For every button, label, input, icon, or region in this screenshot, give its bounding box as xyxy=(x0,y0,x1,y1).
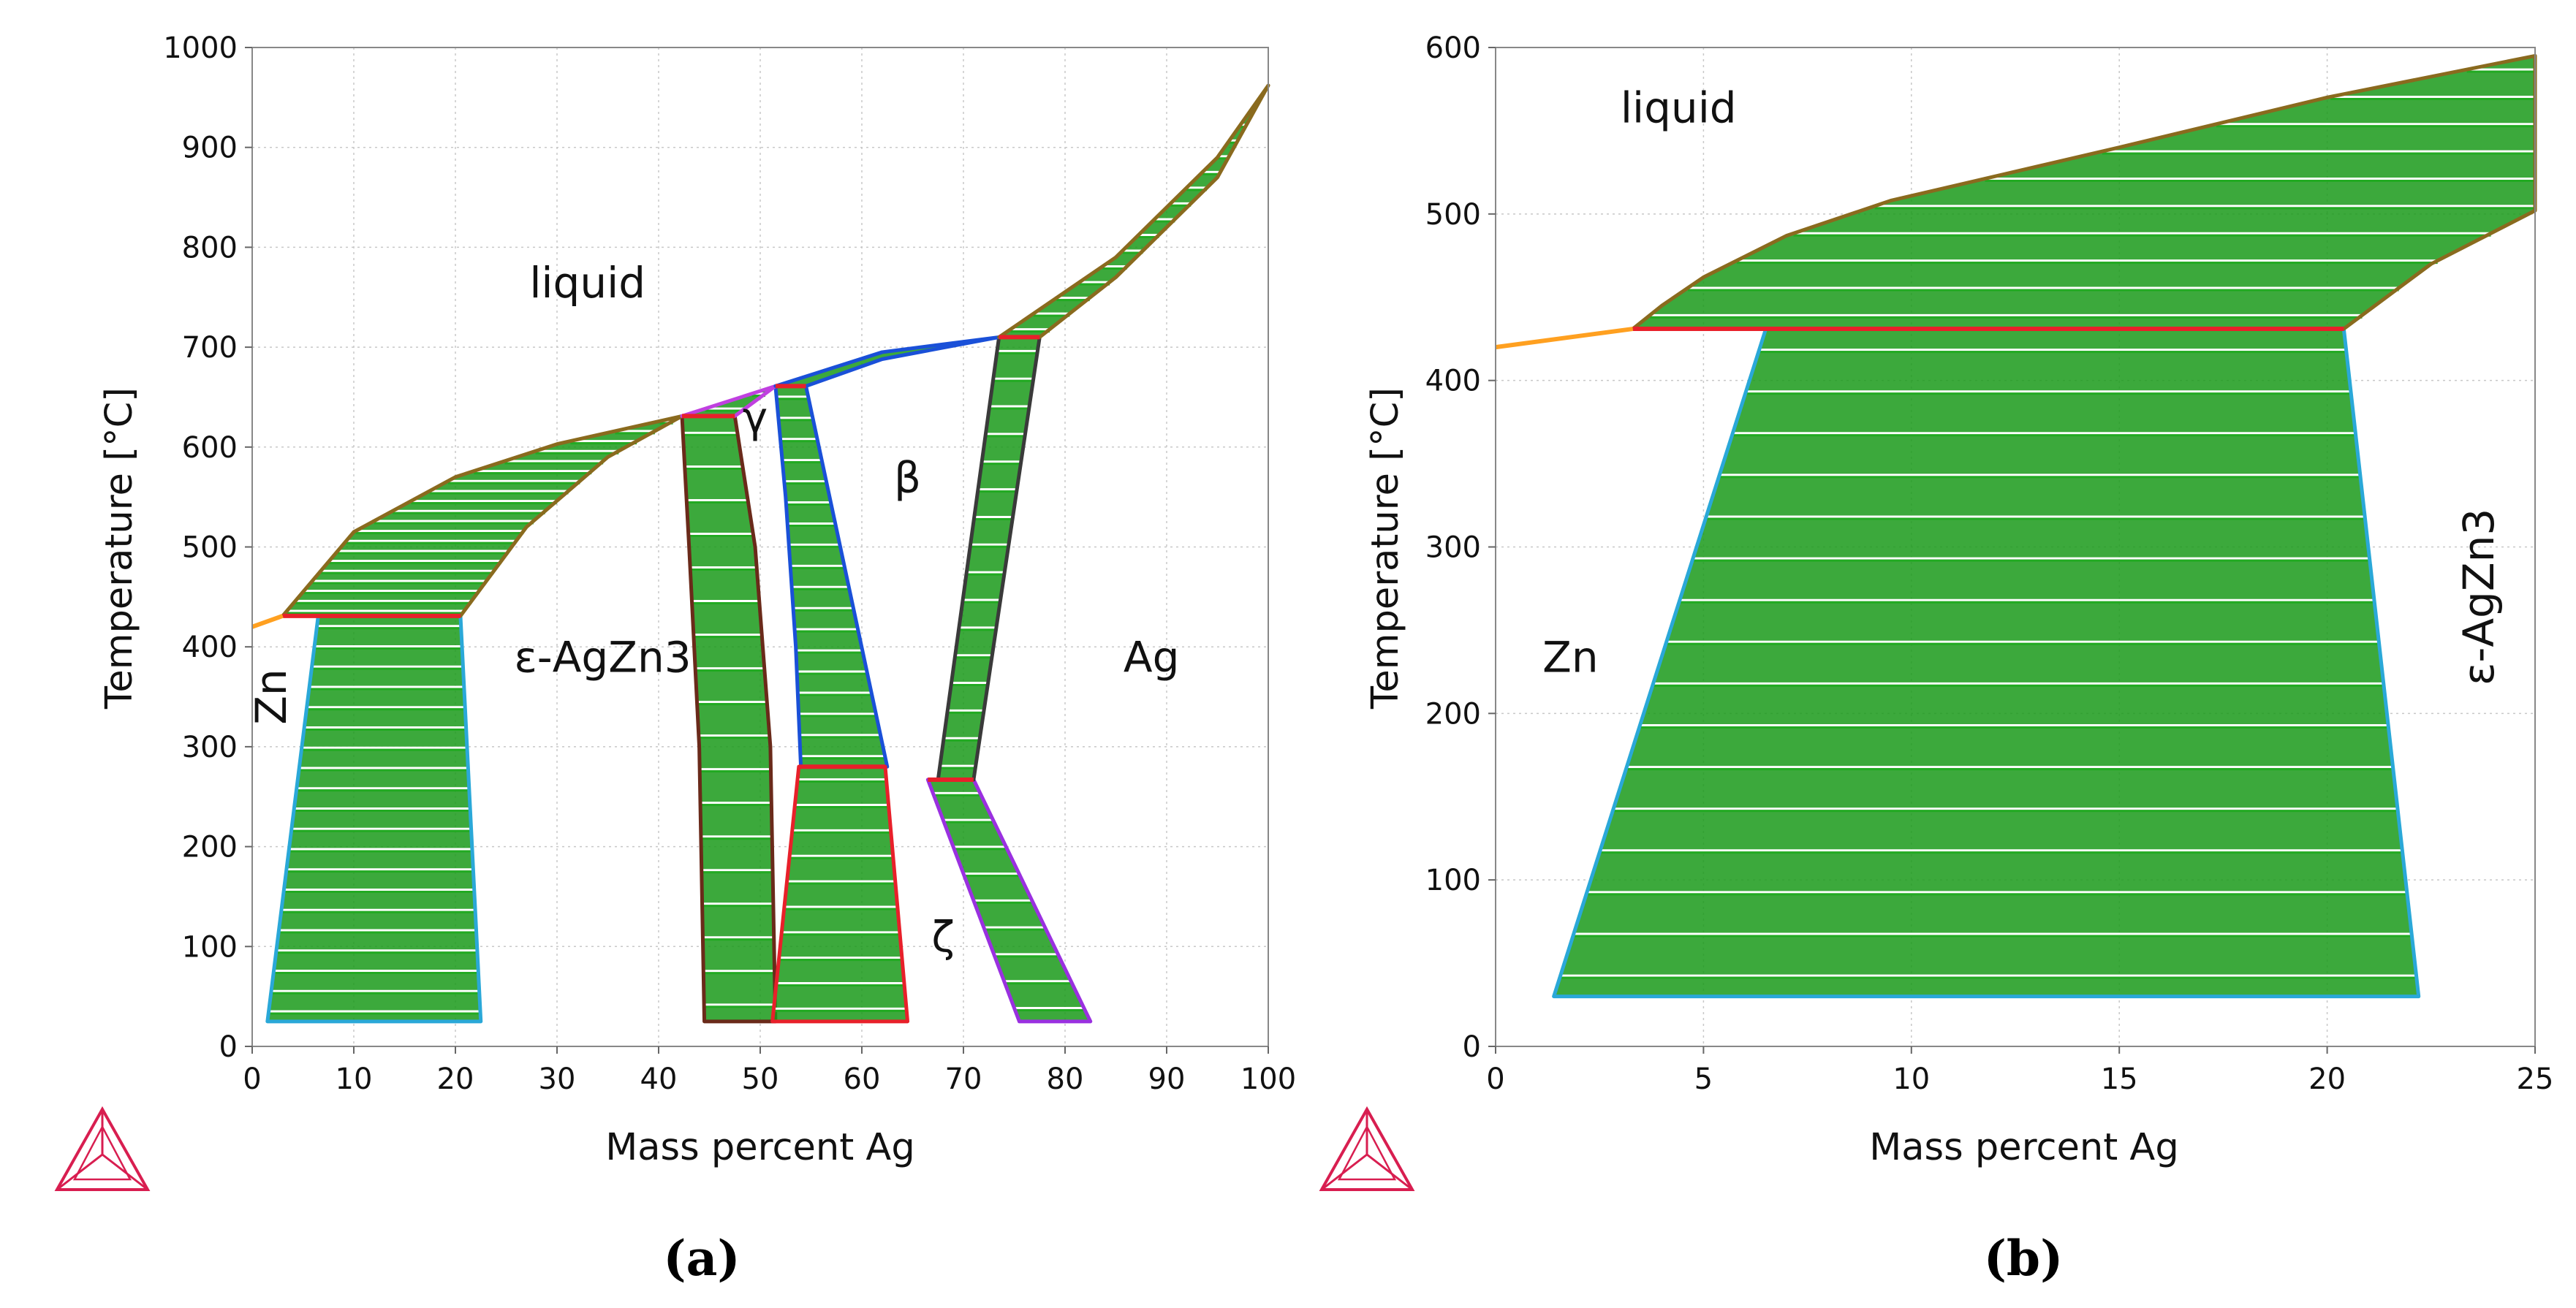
x-tick-label: 90 xyxy=(1148,1062,1186,1096)
panel-b-y-tick-labels: 0 100 200 300 400 500 600 xyxy=(1425,31,1496,1064)
x-tick-label: 0 xyxy=(1486,1062,1504,1096)
y-tick-label: 0 xyxy=(1463,1030,1481,1064)
panel-b-regions xyxy=(1552,53,2537,999)
y-tick-label: 700 xyxy=(182,331,238,365)
phase-label: γ xyxy=(743,392,768,442)
y-tick-label: 800 xyxy=(182,231,238,265)
y-tick-label: 1000 xyxy=(163,31,238,65)
phase-label: ζ xyxy=(931,912,955,962)
phase-label: Ag xyxy=(1124,632,1180,682)
thermo-calc-logo-icon xyxy=(54,1106,151,1191)
panel-b-caption: (b) xyxy=(1984,1230,2064,1287)
phase-boundary xyxy=(1631,53,2537,331)
zn-melting-line xyxy=(1495,327,1634,350)
x-tick-label: 80 xyxy=(1047,1062,1084,1096)
two-phase-region xyxy=(773,335,1001,388)
two-phase-region xyxy=(773,384,890,769)
x-tick-label: 10 xyxy=(336,1062,373,1096)
x-tick-label: 5 xyxy=(1694,1062,1713,1096)
two-phase-fill xyxy=(775,337,999,387)
two-phase-region xyxy=(281,414,684,618)
two-phase-region xyxy=(680,414,778,1024)
x-tick-label: 60 xyxy=(844,1062,881,1096)
x-tick-label: 40 xyxy=(640,1062,678,1096)
two-phase-region xyxy=(265,614,483,1024)
two-phase-fill xyxy=(282,416,682,616)
phase-label: Zn xyxy=(1542,632,1599,682)
y-tick-label: 300 xyxy=(1425,531,1481,565)
panel-a-y-axis-label: Temperature [°C] xyxy=(98,387,141,710)
two-phase-region xyxy=(1552,327,2421,999)
y-tick-label: 100 xyxy=(182,930,238,964)
y-tick-label: 200 xyxy=(1425,697,1481,731)
panel-a-phase-labels: liquid γ β Zn ε-AgZn3 Ag ζ xyxy=(246,258,1180,962)
phase-label: liquid xyxy=(529,258,645,308)
panel-b-x-axis-label: Mass percent Ag xyxy=(1869,1126,2178,1169)
x-tick-label: 0 xyxy=(243,1062,261,1096)
two-phase-region xyxy=(1631,53,2537,331)
x-tick-label: 25 xyxy=(2517,1062,2554,1096)
y-tick-label: 0 xyxy=(219,1030,238,1064)
panel-a-invariant-lines xyxy=(251,335,1040,783)
thermo-calc-logo-icon xyxy=(1319,1106,1415,1191)
y-tick-label: 400 xyxy=(1425,365,1481,398)
two-phase-fill xyxy=(938,337,1040,780)
x-tick-label: 20 xyxy=(2308,1062,2346,1096)
panel-a-x-tick-labels: 0 10 20 30 40 50 60 70 80 90 100 xyxy=(243,1046,1296,1096)
x-tick-label: 20 xyxy=(437,1062,474,1096)
two-phase-fill xyxy=(1553,329,2419,997)
zn-melting-line xyxy=(251,614,284,629)
y-tick-label: 500 xyxy=(182,531,238,565)
x-tick-label: 50 xyxy=(742,1062,779,1096)
y-tick-label: 600 xyxy=(182,431,238,465)
panel-a-regions xyxy=(265,83,1270,1024)
two-phase-region xyxy=(770,764,910,1024)
y-tick-label: 100 xyxy=(1425,864,1481,897)
y-tick-label: 200 xyxy=(182,831,238,864)
panel-a-x-axis-label: Mass percent Ag xyxy=(605,1126,914,1169)
two-phase-fill xyxy=(267,615,481,1022)
two-phase-region xyxy=(925,777,1093,1024)
x-tick-label: 30 xyxy=(539,1062,576,1096)
phase-label: ε-AgZn3 xyxy=(2454,509,2504,685)
panel-b-phase-labels: liquid Zn ε-AgZn3 xyxy=(1542,83,2504,685)
phase-label: β xyxy=(894,452,921,502)
panel-a-caption: (a) xyxy=(663,1230,740,1287)
phase-boundary xyxy=(997,83,1270,339)
x-tick-label: 15 xyxy=(2101,1062,2138,1096)
x-tick-label: 100 xyxy=(1240,1062,1296,1096)
x-tick-label: 70 xyxy=(945,1062,982,1096)
phase-label: liquid xyxy=(1621,83,1737,133)
panel-a: 0 10 20 30 40 50 60 70 80 90 100 0 100 200 300 400 500 6… xyxy=(54,31,1296,1287)
panel-b-invariant-lines xyxy=(1495,327,2344,350)
y-tick-label: 900 xyxy=(182,132,238,165)
y-tick-label: 600 xyxy=(1425,31,1481,65)
two-phase-region xyxy=(936,335,1042,782)
x-tick-label: 10 xyxy=(1893,1062,1930,1096)
two-phase-fill xyxy=(999,85,1268,338)
y-tick-label: 300 xyxy=(182,731,238,764)
panel-b-x-tick-labels: 0 5 10 15 20 25 xyxy=(1486,1046,2553,1096)
two-phase-region xyxy=(997,83,1270,339)
panel-b-y-axis-label: Temperature [°C] xyxy=(1364,387,1407,710)
panel-b: 0 5 10 15 20 25 0 100 200 300 400 500 600 liquid Zn ε… xyxy=(1319,31,2553,1287)
y-tick-label: 500 xyxy=(1425,198,1481,232)
phase-label: ε-AgZn3 xyxy=(514,632,691,682)
y-tick-label: 400 xyxy=(182,631,238,664)
phase-label: Zn xyxy=(246,669,296,725)
panel-a-y-tick-labels: 0 100 200 300 400 500 600 700 800 900 1000 xyxy=(163,31,252,1064)
